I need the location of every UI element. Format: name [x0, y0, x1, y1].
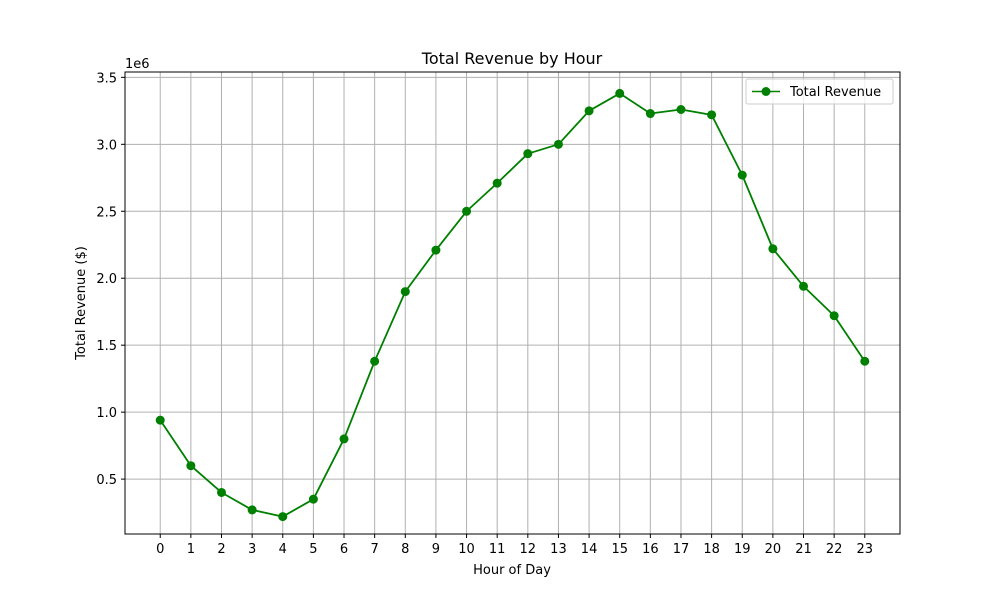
x-tick-label: 7 — [371, 542, 379, 557]
x-tick-label: 22 — [826, 542, 843, 557]
plot-frame — [124, 71, 901, 535]
x-tick-label: 4 — [279, 542, 287, 557]
x-tick-label: 15 — [611, 542, 628, 557]
y-tick-label: 1.0 — [96, 406, 117, 421]
x-tick-label: 9 — [432, 542, 440, 557]
data-point — [799, 281, 809, 291]
data-point — [553, 139, 563, 149]
data-point — [431, 245, 441, 255]
legend-marker-swatch — [761, 87, 771, 96]
y-axis-label: Total Revenue ($) — [74, 246, 89, 361]
y-tick-label: 0.5 — [96, 473, 117, 488]
x-tick-label: 2 — [217, 542, 225, 557]
data-point — [707, 110, 717, 120]
data-point — [247, 505, 257, 515]
x-tick-label: 13 — [550, 542, 567, 557]
data-point — [584, 106, 594, 116]
data-point — [278, 512, 288, 522]
data-point — [645, 109, 655, 119]
x-tick-label: 12 — [520, 542, 537, 557]
data-point — [492, 178, 502, 188]
x-tick-label: 11 — [489, 542, 506, 557]
x-tick-label: 3 — [248, 542, 256, 557]
x-tick-label: 0 — [156, 542, 164, 557]
y-offset-label: 1e6 — [125, 57, 150, 72]
data-point — [523, 149, 533, 159]
x-tick-label: 17 — [673, 542, 690, 557]
data-point — [216, 487, 226, 497]
data-point — [370, 356, 380, 366]
y-axis: 0.5 1.0 1.5 2.0 2.5 3.0 3.5 — [96, 71, 125, 488]
y-tick-label: 1.5 — [96, 339, 117, 354]
series-layer — [155, 88, 870, 522]
x-tick-label: 8 — [401, 542, 409, 557]
y-tick-label: 2.5 — [96, 205, 117, 220]
data-point — [155, 415, 165, 425]
x-tick-label: 23 — [856, 542, 873, 557]
y-tick-label: 3.5 — [96, 71, 117, 86]
y-tick-label: 2.0 — [96, 272, 117, 287]
data-point — [829, 311, 839, 321]
x-tick-label: 16 — [642, 542, 659, 557]
series-line — [159, 92, 866, 518]
x-tick-label: 5 — [309, 542, 317, 557]
data-point — [186, 461, 196, 471]
x-tick-label: 18 — [703, 542, 720, 557]
data-point — [308, 494, 318, 504]
x-axis-label: Hour of Day — [473, 563, 551, 578]
x-axis: 0 1 2 3 4 5 6 7 8 9 10 11 12 13 14 15 16 17 18 19 20 21 22 23 — [156, 534, 873, 557]
data-point — [400, 287, 410, 297]
grid — [125, 72, 900, 534]
legend-box — [745, 78, 894, 105]
data-point — [462, 206, 472, 216]
data-point — [339, 434, 349, 444]
x-tick-label: 14 — [581, 542, 598, 557]
data-point — [768, 244, 778, 254]
data-point — [860, 356, 870, 366]
x-tick-label: 1 — [187, 542, 195, 557]
chart-title: Total Revenue by Hour — [421, 49, 603, 68]
data-point — [676, 104, 686, 114]
x-tick-label: 20 — [765, 542, 782, 557]
legend: Total Revenue — [745, 78, 894, 105]
x-tick-label: 6 — [340, 542, 348, 557]
legend-label: Total Revenue — [789, 85, 881, 100]
x-tick-label: 19 — [734, 542, 751, 557]
x-tick-label: 10 — [458, 542, 475, 557]
data-point — [737, 170, 747, 180]
x-tick-label: 21 — [795, 542, 812, 557]
data-point — [615, 88, 625, 98]
y-tick-label: 3.0 — [96, 138, 117, 153]
